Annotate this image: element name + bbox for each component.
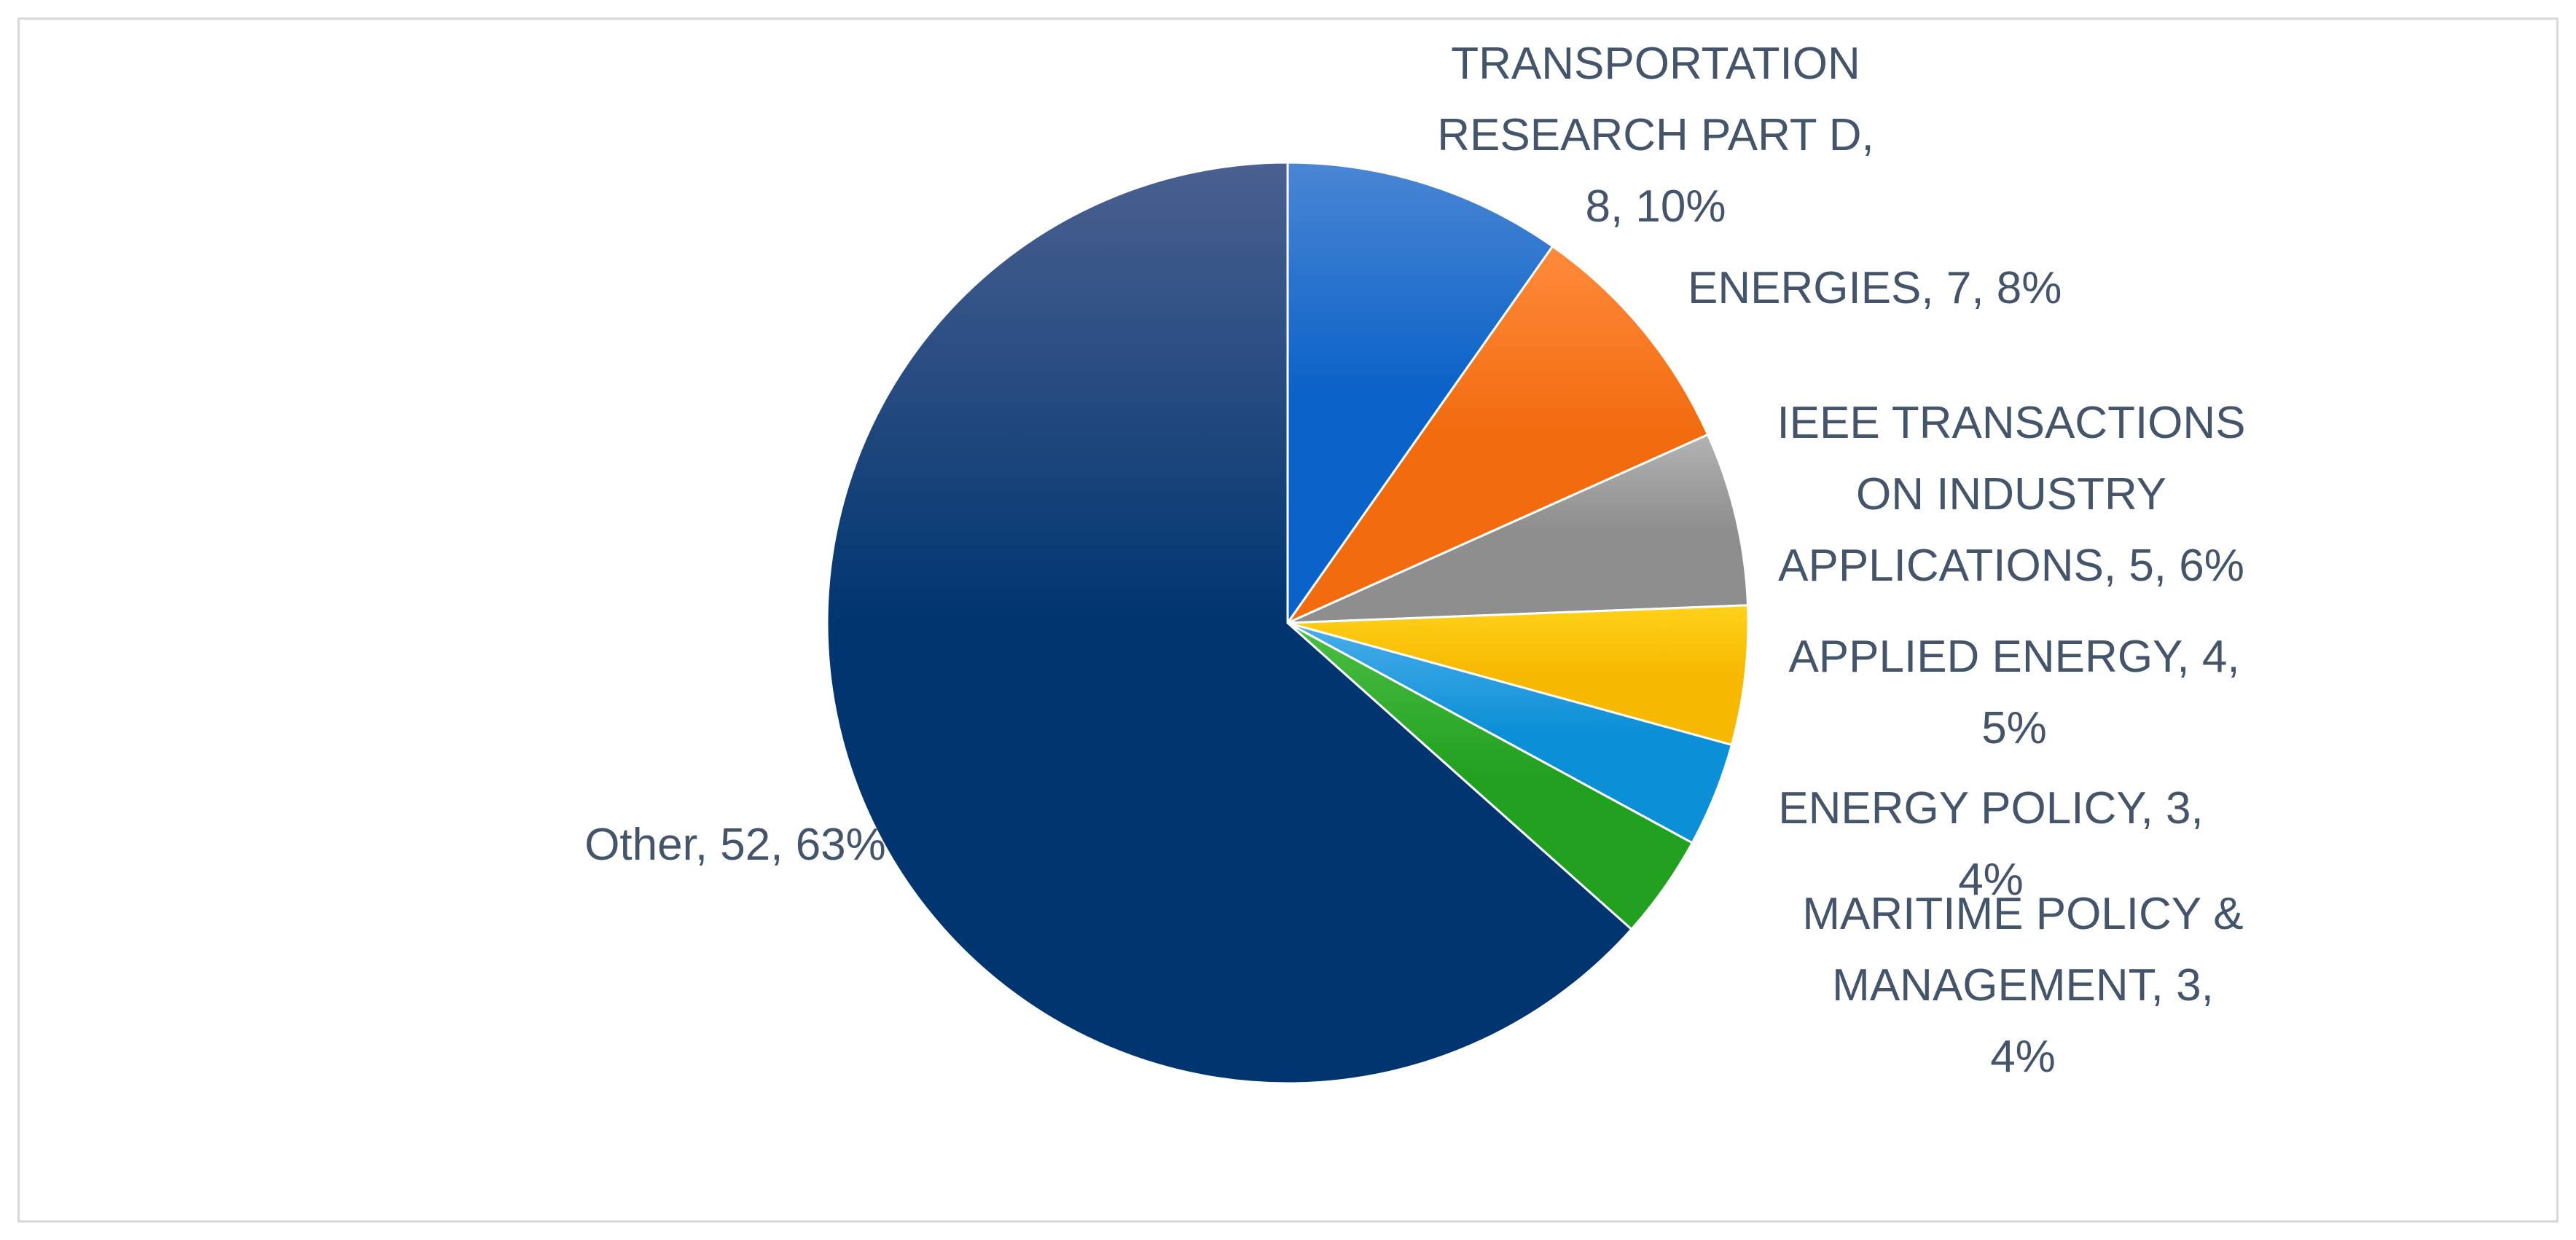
slice-label-line: 5% xyxy=(1981,703,2047,753)
pie-slice-transportation-research-part-d xyxy=(1286,161,1554,627)
slice-label-line: MARITIME POLICY & xyxy=(1802,889,2243,939)
slice-label-line: RESEARCH PART D, xyxy=(1437,110,1874,160)
slice-label-line: 8, 10% xyxy=(1585,181,1726,232)
slice-label-energy-policy: ENERGY POLICY, 3, 4% xyxy=(1778,783,2204,905)
pie-slice-ieee-transactions-on-industry-applications xyxy=(1287,433,1750,624)
slice-label-line: Other, 52, 63% xyxy=(584,820,886,870)
slice-label-line: ENERGY POLICY, 3, xyxy=(1778,783,2204,833)
slice-label-line: 4% xyxy=(1958,855,2024,905)
slice-label-line: ON INDUSTRY xyxy=(1856,469,2166,519)
slice-label-energies: ENERGIES, 7, 8% xyxy=(1688,263,2062,313)
slice-label-ieee-transactions-on-industry-applications: IEEE TRANSACTIONS ON INDUSTRY APPLICATIONS… xyxy=(1777,398,2245,591)
pie-slice-other xyxy=(826,161,1633,1085)
slice-label-line: TRANSPORTATION xyxy=(1451,39,1860,89)
slice-label-transportation-research-part-d: TRANSPORTATION RESEARCH PART D, 8, 10% xyxy=(1437,39,1874,232)
slice-label-line: MANAGEMENT, 3, xyxy=(1832,960,2214,1011)
slice-label-other: Other, 52, 63% xyxy=(584,820,886,870)
pie-slices xyxy=(826,161,1750,1085)
slice-label-line: IEEE TRANSACTIONS xyxy=(1777,398,2245,448)
pie-labels: TRANSPORTATION RESEARCH PART D, 8, 10% ENER… xyxy=(584,39,2245,1082)
slice-label-line: APPLIED ENERGY, 4, xyxy=(1788,632,2239,682)
slice-label-line: ENERGIES, 7, 8% xyxy=(1688,263,2062,313)
pie-slice-applied-energy xyxy=(1287,604,1750,747)
slice-label-applied-energy: APPLIED ENERGY, 4, 5% xyxy=(1788,632,2239,753)
slice-label-line: APPLICATIONS, 5, 6% xyxy=(1778,541,2244,591)
slice-label-maritime-policy-management: MARITIME POLICY & MANAGEMENT, 3, 4% xyxy=(1802,889,2243,1082)
slice-label-line: 4% xyxy=(1990,1032,2056,1082)
pie-slice-energies xyxy=(1284,244,1710,626)
